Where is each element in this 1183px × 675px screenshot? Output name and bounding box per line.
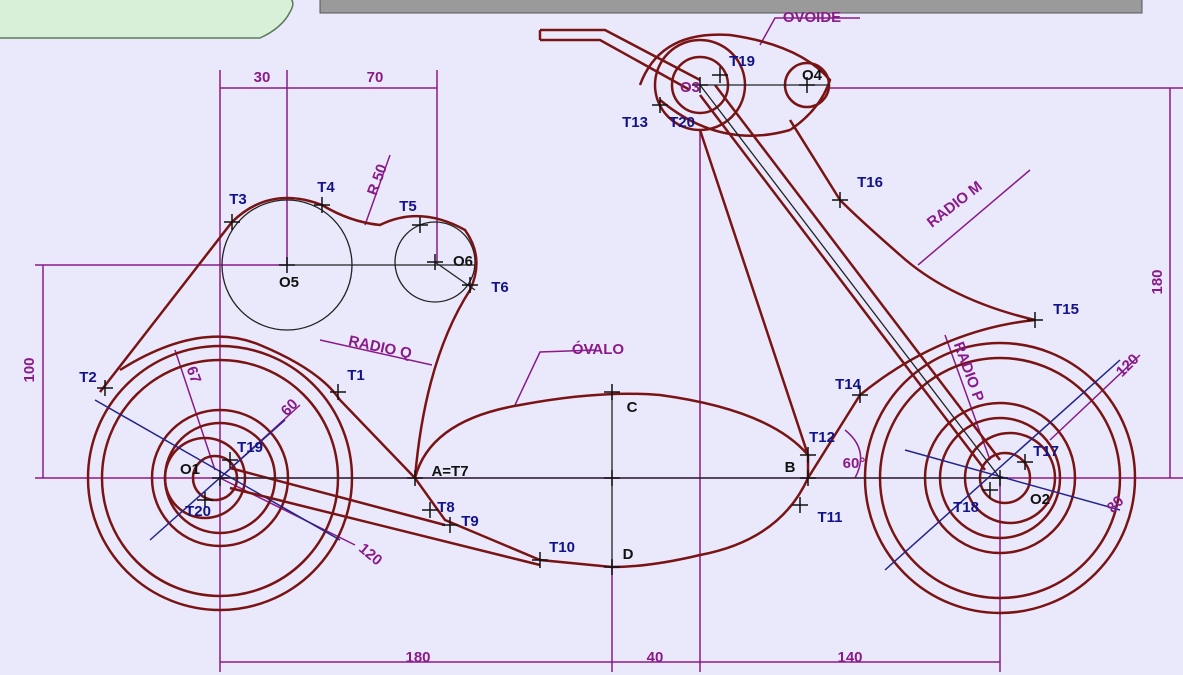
- label: D: [623, 546, 634, 563]
- label: RADIO Q: [347, 332, 414, 362]
- label: T12: [809, 429, 835, 446]
- point-cross: [330, 384, 346, 400]
- label: O6: [453, 253, 473, 270]
- label: RADIO P: [950, 340, 987, 405]
- technical-drawing: 3070R 50T3T4T5O5O6T6RADIO Q100T26760T19O…: [0, 0, 1183, 675]
- label: T2: [79, 369, 97, 386]
- point-cross: [532, 552, 548, 568]
- point-cross: [279, 257, 295, 273]
- point-cross: [412, 217, 428, 233]
- label: T11: [817, 509, 842, 526]
- point-cross: [97, 380, 113, 396]
- label: T17: [1033, 443, 1059, 460]
- label: OVOIDE: [783, 9, 841, 26]
- point-cross: [427, 254, 443, 270]
- body-outline: [100, 30, 1035, 567]
- label: 100: [21, 357, 38, 382]
- label: T14: [835, 376, 862, 393]
- label: O2: [1030, 491, 1050, 508]
- point-cross: [652, 97, 668, 113]
- point-cross: [462, 277, 478, 293]
- label: T19: [237, 439, 263, 456]
- label: T3: [229, 191, 247, 208]
- label: O5: [279, 274, 299, 291]
- label: T6: [491, 279, 509, 296]
- label: ÓVALO: [572, 340, 625, 358]
- label: T18: [953, 499, 979, 516]
- label: R 50: [364, 162, 391, 198]
- point-cross: [314, 197, 330, 213]
- label: T5: [399, 198, 417, 215]
- point-cross: [1027, 312, 1043, 328]
- point-cross: [222, 452, 238, 468]
- label: 120: [355, 540, 385, 569]
- label: O1: [180, 461, 200, 478]
- panel-fragment: [0, 0, 293, 38]
- point-cross: [604, 470, 620, 486]
- label: T8: [437, 499, 455, 516]
- label: 140: [837, 649, 862, 666]
- label: B: [785, 459, 796, 476]
- label: T10: [549, 539, 575, 556]
- label: 70: [367, 69, 384, 86]
- label: 180: [405, 649, 430, 666]
- label: A=T7: [431, 463, 468, 480]
- label: O3: [680, 79, 700, 96]
- label: T19: [729, 53, 755, 70]
- label: T4: [317, 179, 335, 196]
- label: C: [627, 399, 638, 416]
- toolbar-fragment: [320, 0, 1142, 13]
- label: 60°: [843, 455, 866, 472]
- point-cross: [712, 67, 728, 83]
- label: T1: [347, 367, 365, 384]
- point-cross: [604, 384, 620, 400]
- point-cross: [604, 559, 620, 575]
- label: 80: [1104, 493, 1128, 517]
- label: T20: [185, 503, 211, 520]
- label: 30: [254, 69, 271, 86]
- label: T13: [622, 114, 648, 131]
- label: T16: [857, 174, 883, 191]
- label: T9: [461, 513, 479, 530]
- point-cross: [982, 482, 998, 498]
- label: O4: [802, 67, 823, 84]
- label: T15: [1053, 301, 1079, 318]
- label: T20: [669, 114, 695, 131]
- label: RADIO M: [924, 178, 986, 231]
- point-cross: [800, 470, 816, 486]
- label: 180: [1149, 269, 1166, 294]
- point-cross: [422, 502, 438, 518]
- label: 60: [278, 396, 302, 420]
- label: 40: [647, 649, 664, 666]
